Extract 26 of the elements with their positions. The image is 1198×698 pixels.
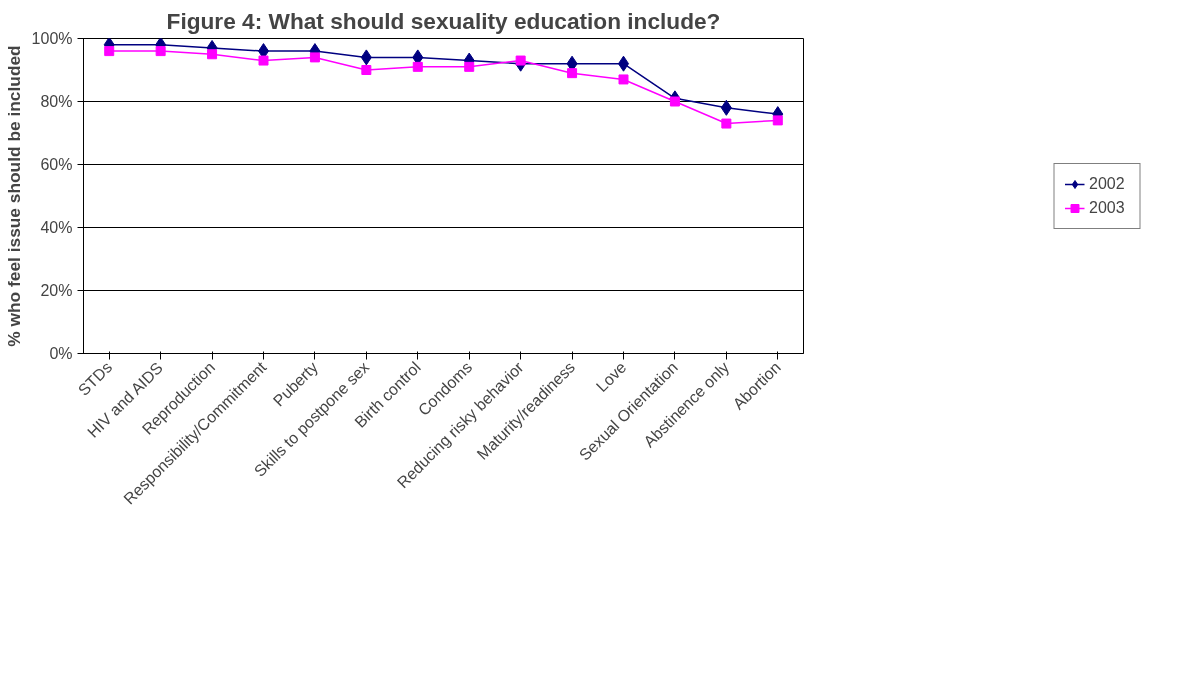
point bbox=[361, 65, 372, 75]
point bbox=[772, 115, 783, 126]
point bbox=[309, 52, 320, 63]
y-tick-label: 60% bbox=[40, 156, 73, 173]
point bbox=[720, 99, 732, 116]
y-tick-label: 80% bbox=[40, 93, 73, 110]
point bbox=[412, 61, 423, 72]
chart-title: Figure 4: What should sexuality education include? bbox=[166, 7, 721, 34]
point bbox=[515, 55, 526, 66]
y-tick-label: 40% bbox=[40, 219, 73, 236]
point bbox=[360, 49, 372, 66]
legend-label: 2003 bbox=[1089, 198, 1126, 217]
y-tick-label: 20% bbox=[40, 282, 73, 299]
y-axis-title: % who feel issue should be included bbox=[3, 45, 24, 347]
y-tick-label: 0% bbox=[49, 345, 73, 362]
point bbox=[721, 118, 732, 129]
point bbox=[104, 46, 115, 57]
point bbox=[155, 46, 166, 57]
point bbox=[258, 55, 269, 66]
point bbox=[618, 74, 629, 85]
point bbox=[464, 61, 475, 72]
legend-label: 2002 bbox=[1089, 174, 1126, 193]
point bbox=[669, 96, 680, 107]
point bbox=[567, 68, 578, 79]
point bbox=[207, 49, 218, 60]
y-tick-label: 100% bbox=[31, 30, 73, 47]
